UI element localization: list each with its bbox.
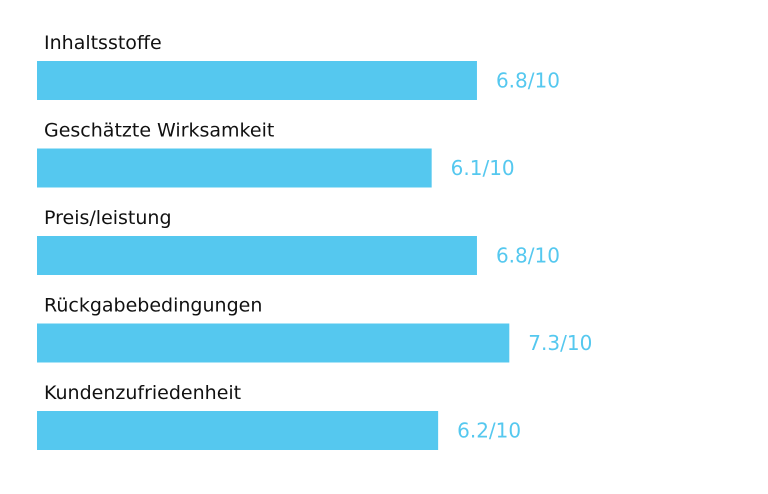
value-label: 6.1/10 (451, 156, 515, 180)
bar (37, 236, 477, 275)
bar (37, 323, 510, 363)
category-label: Preis/leistung (44, 207, 172, 229)
value-label: 6.2/10 (457, 419, 521, 443)
category-label: Geschätzte Wirksamkeit (44, 120, 274, 142)
value-label: 6.8/10 (496, 69, 560, 93)
bar (37, 411, 439, 450)
category-label: Rückgabebedingungen (44, 295, 262, 317)
bar (37, 61, 477, 100)
category-label: Kundenzufriedenheit (44, 382, 241, 404)
value-label: 6.8/10 (496, 244, 560, 268)
value-label: 7.3/10 (528, 331, 592, 355)
category-label: Inhaltsstoffe (44, 32, 162, 54)
bar (37, 148, 432, 188)
